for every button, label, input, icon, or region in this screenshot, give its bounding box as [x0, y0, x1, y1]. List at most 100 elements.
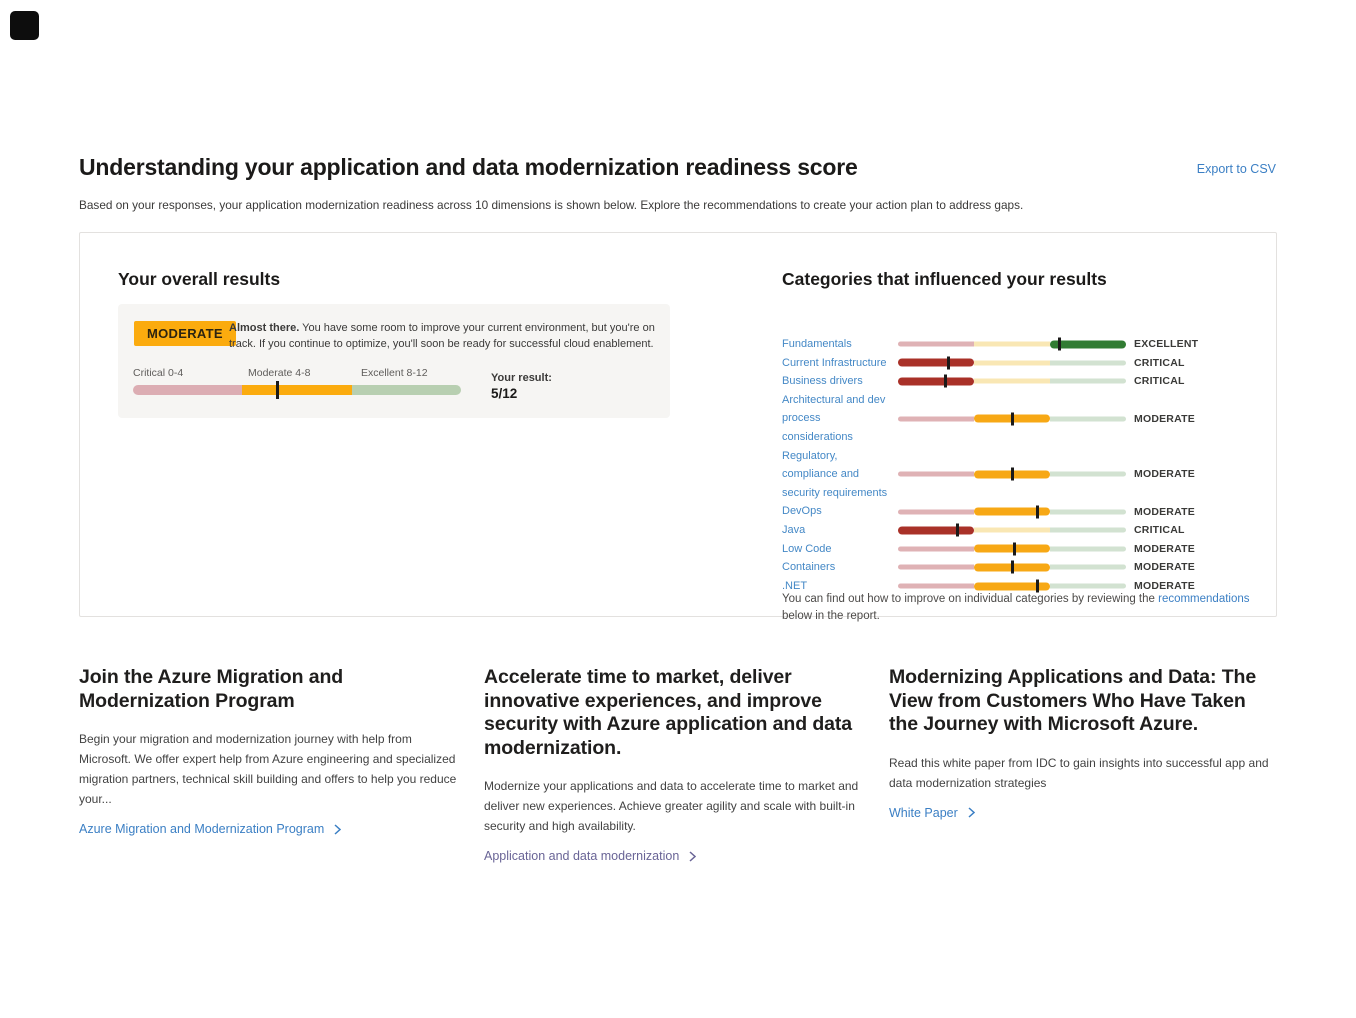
white-paper-link[interactable]: White Paper [889, 806, 975, 820]
critical-segment [898, 546, 974, 552]
category-score-track [898, 507, 1126, 516]
overall-score-bar [133, 381, 461, 399]
category-score-track [898, 526, 1126, 535]
scale-label-critical: Critical 0-4 [133, 367, 184, 379]
category-status-label: MODERATE [1134, 505, 1195, 518]
category-row: Current Infrastructure CRITICAL [782, 354, 1254, 373]
category-status-label: MODERATE [1134, 561, 1195, 574]
footnote-text-post: below in the report. [782, 610, 880, 622]
overall-score-marker [275, 381, 279, 399]
category-score-marker [1010, 467, 1014, 481]
excellent-segment [1050, 564, 1126, 570]
categories-heading: Categories that influenced your results [782, 269, 1107, 289]
category-label-link[interactable]: Low Code [782, 542, 832, 555]
critical-segment [898, 377, 974, 386]
overall-critical-segment [133, 385, 243, 395]
overall-rating-badge: MODERATE [134, 321, 236, 346]
app-data-modernization-link[interactable]: Application and data modernization [484, 849, 697, 863]
category-score-bar [898, 577, 1126, 596]
critical-segment [898, 341, 974, 347]
promo-link-label: Application and data modernization [484, 849, 680, 863]
category-status-label: CRITICAL [1134, 356, 1185, 369]
result-value: 5/12 [491, 386, 518, 401]
excellent-segment [1050, 527, 1126, 533]
footnote-text-pre: You can find out how to improve on indiv… [782, 593, 1159, 605]
category-score-marker [944, 374, 948, 388]
overall-score-track [133, 385, 461, 395]
category-score-bar [898, 521, 1126, 540]
category-score-track [898, 582, 1126, 591]
moderate-segment [974, 507, 1050, 516]
category-score-marker [1010, 412, 1014, 426]
page-title: Understanding your application and data … [79, 154, 858, 180]
scale-label-excellent: Excellent 8-12 [361, 367, 428, 379]
moderate-segment [974, 582, 1050, 591]
category-label-link[interactable]: Java [782, 523, 806, 536]
category-label-link[interactable]: Business drivers [782, 375, 863, 388]
category-score-bar [898, 372, 1126, 391]
moderate-segment [974, 544, 1050, 553]
excellent-segment [1050, 546, 1126, 552]
recommendations-link[interactable]: recommendations [1158, 593, 1250, 605]
migration-program-link[interactable]: Azure Migration and Modernization Progra… [79, 822, 342, 836]
critical-segment [898, 471, 974, 477]
overall-summary-rest: You have some room to improve your curre… [229, 322, 655, 350]
category-score-track [898, 544, 1126, 553]
categories-section: Categories that influenced your results … [782, 269, 1254, 622]
overall-excellent-segment [351, 385, 461, 395]
category-rows: Fundamentals EXCELLENT Current Infrastruct… [782, 335, 1254, 595]
category-score-bar [898, 409, 1126, 428]
overall-result-box: MODERATE Almost there. You have some roo… [118, 304, 670, 418]
category-score-track [898, 377, 1126, 386]
moderate-segment [974, 360, 1050, 366]
category-row: Regulatory, compliance and security requ… [782, 447, 1254, 503]
moderate-segment [974, 378, 1050, 384]
excellent-segment [1050, 471, 1126, 477]
promo-card-body: Read this white paper from IDC to gain i… [889, 755, 1269, 790]
promo-cards-row: Join the Azure Migration and Modernizati… [79, 666, 1277, 865]
category-status-label: CRITICAL [1134, 375, 1185, 388]
excellent-segment [1050, 416, 1126, 422]
critical-segment [898, 564, 974, 570]
category-score-marker [946, 356, 950, 370]
excellent-segment [1050, 340, 1126, 349]
promo-card-title: Modernizing Applications and Data: The V… [889, 666, 1257, 735]
category-row: .NET MODERATE [782, 577, 1254, 596]
category-label-link[interactable]: .NET [782, 579, 808, 592]
promo-card-body: Begin your migration and modernization j… [79, 732, 457, 806]
overall-results-heading: Your overall results [118, 269, 281, 289]
category-score-track [898, 358, 1126, 367]
category-label-link[interactable]: Current Infrastructure [782, 356, 887, 369]
category-label-link[interactable]: Containers [782, 561, 836, 574]
category-score-marker [1035, 579, 1039, 593]
category-label-link[interactable]: Regulatory, compliance and security requ… [782, 449, 888, 499]
export-to-csv-link[interactable]: Export to CSV [1196, 162, 1276, 176]
category-label-link[interactable]: Fundamentals [782, 338, 852, 350]
category-score-marker [1010, 560, 1014, 574]
category-score-marker [1035, 505, 1039, 519]
category-label-link[interactable]: DevOps [782, 505, 822, 518]
category-score-bar [898, 465, 1126, 484]
moderate-segment [974, 341, 1050, 347]
overall-scale-labels: Critical 0-4 Moderate 4-8 Excellent 8-12 [133, 367, 461, 380]
categories-footnote: You can find out how to improve on indiv… [782, 591, 1250, 625]
category-status-label: EXCELLENT [1134, 338, 1199, 351]
excellent-segment [1050, 583, 1126, 589]
category-row: Architectural and dev process considerat… [782, 391, 1254, 447]
category-row: DevOps MODERATE [782, 502, 1254, 521]
category-label-link[interactable]: Architectural and dev process considerat… [782, 393, 886, 443]
critical-segment [898, 358, 974, 367]
category-row: Fundamentals EXCELLENT [782, 335, 1254, 354]
scale-label-moderate: Moderate 4-8 [248, 367, 311, 379]
chevron-right-icon [689, 850, 697, 862]
promo-card-migration-program: Join the Azure Migration and Modernizati… [79, 666, 460, 865]
category-row: Business drivers CRITICAL [782, 372, 1254, 391]
critical-segment [898, 509, 974, 515]
promo-link-label: White Paper [889, 805, 958, 820]
promo-card-app-data-modernization: Accelerate time to market, deliver innov… [484, 666, 865, 865]
category-score-bar [898, 540, 1126, 559]
category-status-label: MODERATE [1134, 542, 1195, 555]
category-score-marker [1012, 542, 1016, 556]
category-score-bar [898, 354, 1126, 373]
